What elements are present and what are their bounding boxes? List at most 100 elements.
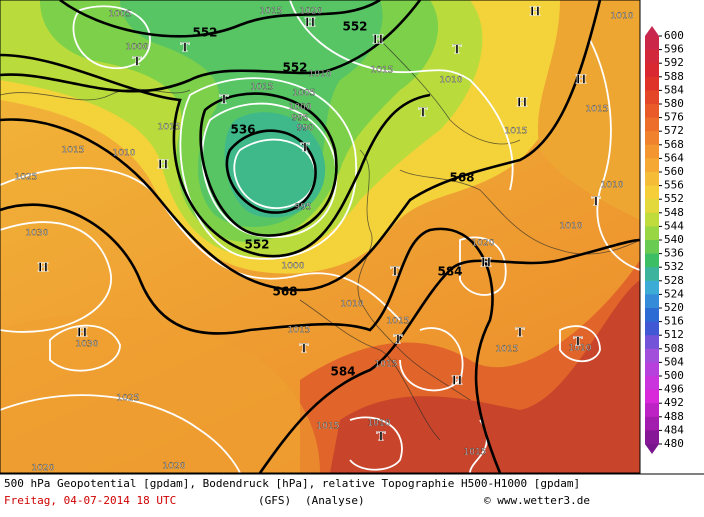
legend-label: 544 — [664, 219, 684, 232]
legend-label: 536 — [664, 247, 684, 260]
legend-label: 496 — [664, 383, 684, 396]
legend-swatch — [645, 36, 659, 51]
legend-label: 600 — [664, 29, 684, 42]
legend-swatch — [645, 253, 659, 268]
caption-date: Freitag, 04-07-2014 18 UTC — [4, 494, 176, 507]
legend-label: 592 — [664, 56, 684, 69]
pressure-label: 995 — [294, 203, 311, 213]
geopotential-label: 552 — [244, 238, 269, 252]
legend-label: 488 — [664, 410, 684, 423]
pressure-center: H — [480, 256, 491, 270]
geopotential-label: 568 — [449, 171, 474, 185]
pressure-label: 1020 — [472, 239, 495, 249]
legend-swatch — [645, 117, 659, 132]
pressure-label: 1005 — [109, 10, 132, 20]
pressure-label: 1020 — [300, 7, 323, 17]
pressure-center: T — [592, 195, 601, 209]
legend-label: 532 — [664, 260, 684, 273]
pressure-center: T — [377, 430, 386, 444]
legend-swatch — [645, 144, 659, 159]
legend-swatch — [645, 104, 659, 119]
pressure-center: T — [394, 333, 403, 347]
legend-label: 512 — [664, 328, 684, 341]
pressure-label: 1025 — [15, 173, 38, 183]
legend-swatch — [645, 76, 659, 91]
pressure-label: 1000 — [126, 43, 149, 53]
legend-swatch — [645, 158, 659, 173]
pressure-label: 1015 — [371, 66, 394, 76]
pressure-label: 1030 — [26, 229, 49, 239]
legend-swatch — [645, 212, 659, 227]
legend-label: 504 — [664, 355, 684, 368]
pressure-center: T — [574, 335, 583, 349]
pressure-center: H — [37, 261, 48, 275]
legend-swatch — [645, 172, 659, 187]
pressure-label: 1030 — [76, 340, 99, 350]
legend-swatch — [645, 376, 659, 391]
geopotential-label: 536 — [230, 123, 255, 137]
pressure-label: 1015 — [505, 127, 528, 137]
pressure-label: 990 — [296, 124, 313, 134]
pressure-label: 1015 — [288, 326, 311, 336]
pressure-center: T — [391, 265, 400, 279]
pressure-label: 1015 — [251, 83, 274, 93]
legend-label: 480 — [664, 437, 684, 450]
pressure-label: 1010 — [440, 76, 463, 86]
pressure-center: T — [516, 326, 525, 340]
legend-swatch — [645, 308, 659, 323]
legend-label: 484 — [664, 423, 684, 436]
pressure-label: 1015 — [158, 123, 181, 133]
pressure-label: 1015 — [387, 317, 410, 327]
caption-model: (GFS) — [258, 494, 291, 507]
pressure-label: 1015 — [62, 146, 85, 156]
legend-swatch — [645, 226, 659, 241]
legend-label: 564 — [664, 151, 684, 164]
legend-label: 516 — [664, 315, 684, 328]
pressure-label: 1010 — [113, 149, 136, 159]
pressure-label: 1015 — [260, 7, 283, 17]
pressure-center: T — [220, 93, 229, 107]
legend-label: 584 — [664, 83, 684, 96]
legend-swatch — [645, 240, 659, 255]
legend-label: 560 — [664, 165, 684, 178]
legend-swatch — [645, 199, 659, 214]
pressure-label: 1005 — [293, 89, 316, 99]
pressure-label: 1015 — [496, 345, 519, 355]
pressure-label: 1010 — [341, 300, 364, 310]
caption-run: (Analyse) — [305, 494, 365, 507]
pressure-label: 1010 — [560, 222, 583, 232]
pressure-center: H — [304, 16, 315, 30]
geopotential-label: 552 — [282, 61, 307, 75]
legend-label: 572 — [664, 124, 684, 137]
pressure-center: H — [451, 374, 462, 388]
pressure-label: 1020 — [32, 464, 55, 474]
pressure-label: 1010 — [569, 344, 592, 354]
legend-label: 500 — [664, 369, 684, 382]
legend-label: 508 — [664, 342, 684, 355]
legend-swatch — [645, 49, 659, 64]
pressure-label: 1010 — [601, 181, 624, 191]
legend-label: 596 — [664, 43, 684, 56]
legend-label: 520 — [664, 301, 684, 314]
geopotential-label: 584 — [330, 365, 355, 379]
legend-swatch — [645, 280, 659, 295]
pressure-label: 1025 — [117, 394, 140, 404]
caption-line: 500 hPa Geopotential [gpdam], Bodendruck… — [4, 477, 580, 490]
pressure-label: 1010 — [368, 419, 391, 429]
legend-swatch — [645, 389, 659, 404]
legend-swatch — [645, 294, 659, 309]
pressure-label: 1010 — [611, 12, 634, 22]
geopotential-label: 584 — [437, 265, 462, 279]
legend-swatch — [645, 348, 659, 363]
legend-swatch — [645, 416, 659, 431]
pressure-center: T — [419, 106, 428, 120]
pressure-center: T — [300, 342, 309, 356]
legend-swatch — [645, 185, 659, 200]
pressure-center: H — [157, 158, 168, 172]
legend-label: 548 — [664, 206, 684, 219]
map-labels: 552 552 552 536 552 568 568 584 584 1005 1000 1015 1… — [14, 4, 634, 474]
legend-label: 580 — [664, 97, 684, 110]
pressure-center: T — [181, 41, 190, 55]
legend-swatch — [645, 430, 659, 445]
pressure-center: H — [529, 5, 540, 19]
